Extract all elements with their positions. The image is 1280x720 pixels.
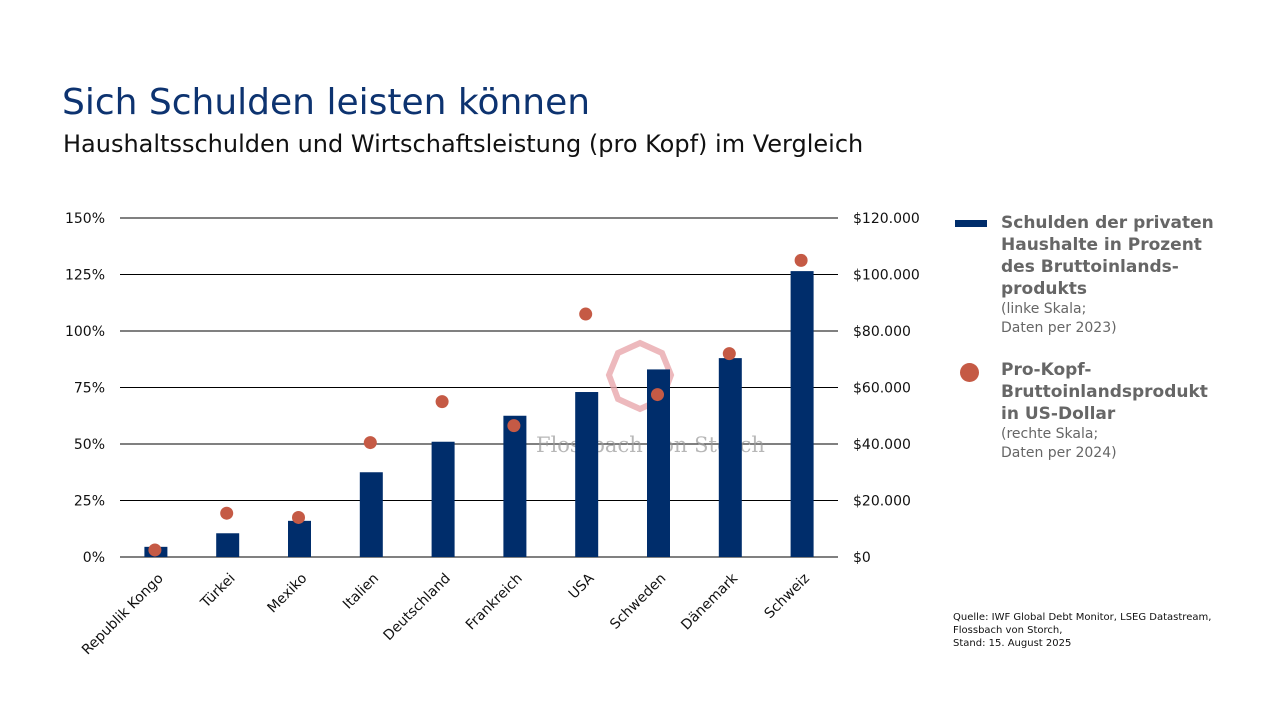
right-tick-label: $100.000 xyxy=(853,268,920,284)
watermark-logo xyxy=(605,339,675,413)
legend-item-debt: Schulden der privaten Haushalte in Proze… xyxy=(955,212,1255,338)
left-tick-label: 125% xyxy=(65,268,105,284)
legend-dot-swatch xyxy=(960,363,979,382)
gdp-dot xyxy=(220,506,234,520)
right-tick-label: $120.000 xyxy=(853,211,920,227)
legend-item-gdp: Pro-Kopf-Bruttoinlandsprodukt in US-Doll… xyxy=(955,359,1255,463)
left-tick-label: 0% xyxy=(83,550,105,566)
left-tick-label: 75% xyxy=(74,381,105,397)
legend-label: Schulden der privaten Haushalte in Proze… xyxy=(1001,213,1214,299)
gdp-dot xyxy=(363,436,377,450)
bar xyxy=(718,358,742,557)
bar xyxy=(431,441,455,557)
category-label: USA xyxy=(566,570,598,602)
bar xyxy=(503,415,527,557)
gdp-dot xyxy=(292,510,305,524)
legend-note: (linke Skala; xyxy=(1001,301,1087,317)
left-tick-label: 25% xyxy=(74,494,105,510)
source-line: Stand: 15. August 2025 xyxy=(953,638,1072,649)
left-tick-label: 100% xyxy=(65,324,105,340)
right-tick-label: $0 xyxy=(853,550,871,566)
bar xyxy=(359,472,383,557)
legend-note: (rechte Skala; xyxy=(1001,426,1099,442)
gdp-dot xyxy=(651,388,664,402)
category-label: Türkei xyxy=(197,571,238,612)
right-tick-label: $40.000 xyxy=(853,437,911,453)
right-tick-label: $20.000 xyxy=(853,494,911,510)
category-label: Schweden xyxy=(607,571,669,633)
bar xyxy=(647,369,670,557)
category-label: Deutschland xyxy=(380,571,453,644)
chart-title: Sich Schulden leisten können xyxy=(62,82,591,123)
left-tick-label: 50% xyxy=(74,437,105,453)
right-tick-label: $80.000 xyxy=(853,324,911,340)
source-line: Quelle: IWF Global Debt Monitor, LSEG Da… xyxy=(953,612,1212,623)
chart-subtitle: Haushaltsschulden und Wirtschaftsleistun… xyxy=(63,130,864,158)
legend-note: Daten per 2023) xyxy=(1001,320,1117,336)
category-label: Schweiz xyxy=(761,571,812,622)
gdp-dot xyxy=(579,307,593,321)
category-label: Mexiko xyxy=(265,571,311,617)
gdp-dot xyxy=(794,253,808,267)
category-label: Republik Kongo xyxy=(79,571,167,659)
source-line: Flossbach von Storch, xyxy=(953,625,1063,636)
gdp-dot xyxy=(148,543,162,557)
legend-label: Pro-Kopf-Bruttoinlandsprodukt in US-Doll… xyxy=(1001,360,1208,424)
bar xyxy=(216,533,240,557)
bar xyxy=(575,392,599,557)
legend-bar-swatch xyxy=(955,220,987,227)
category-label: Dänemark xyxy=(678,570,742,634)
legend-note: Daten per 2024) xyxy=(1001,445,1117,461)
left-tick-label: 150% xyxy=(65,211,105,227)
bar xyxy=(790,271,814,557)
right-tick-label: $60.000 xyxy=(853,381,911,397)
gdp-dot xyxy=(722,347,736,361)
source-note: Quelle: IWF Global Debt Monitor, LSEG Da… xyxy=(953,611,1211,650)
category-label: Italien xyxy=(340,571,382,613)
gdp-dot xyxy=(435,395,449,409)
category-label: Frankreich xyxy=(463,571,526,634)
gdp-dot xyxy=(507,419,521,433)
bar xyxy=(288,520,311,557)
